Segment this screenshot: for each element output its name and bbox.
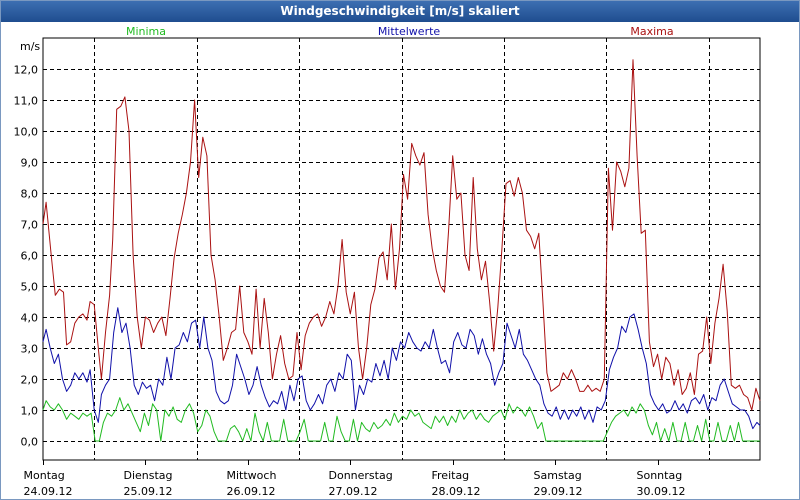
legend-entry: Minima bbox=[126, 25, 166, 38]
y-axis-label: m/s bbox=[20, 40, 40, 53]
legend-entry: Mittelwerte bbox=[378, 25, 441, 38]
y-tick-label: 1,0 bbox=[21, 405, 39, 418]
x-tick-day: Mittwoch bbox=[227, 469, 277, 482]
legend-entry: Maxima bbox=[630, 25, 673, 38]
y-tick-label: 2,0 bbox=[21, 374, 39, 387]
x-tick-day: Dienstag bbox=[124, 469, 173, 482]
x-tick-date: 25.09.12 bbox=[124, 485, 173, 498]
x-tick-day: Freitag bbox=[432, 469, 470, 482]
window-title: Windgeschwindigkeit [m/s] skaliert bbox=[1, 1, 799, 22]
y-tick-label: 5,0 bbox=[21, 281, 39, 294]
x-tick-date: 27.09.12 bbox=[329, 485, 378, 498]
y-tick-label: 9,0 bbox=[21, 157, 39, 170]
x-tick-date: 24.09.12 bbox=[24, 485, 73, 498]
x-tick-date: 29.09.12 bbox=[534, 485, 583, 498]
y-tick-label: 3,0 bbox=[21, 343, 39, 356]
x-tick-date: 26.09.12 bbox=[227, 485, 276, 498]
x-tick-date: 30.09.12 bbox=[637, 485, 686, 498]
y-tick-label: 4,0 bbox=[21, 312, 39, 325]
x-tick-day: Montag bbox=[24, 469, 65, 482]
plot-area bbox=[42, 37, 761, 461]
series-line bbox=[42, 59, 761, 411]
x-tick-day: Sonntag bbox=[637, 469, 683, 482]
y-tick-label: 7,0 bbox=[21, 219, 39, 232]
y-tick-label: 10,0 bbox=[14, 126, 39, 139]
y-tick-label: 0,0 bbox=[21, 436, 39, 449]
y-tick-label: 12,0 bbox=[14, 64, 39, 77]
x-tick-day: Samstag bbox=[534, 469, 582, 482]
x-tick-date: 28.09.12 bbox=[432, 485, 481, 498]
x-tick-day: Donnerstag bbox=[329, 469, 393, 482]
y-tick-label: 11,0 bbox=[14, 95, 39, 108]
series-line bbox=[42, 307, 761, 430]
series-line bbox=[42, 397, 760, 442]
y-tick-label: 6,0 bbox=[21, 250, 39, 263]
y-tick-label: 8,0 bbox=[21, 188, 39, 201]
